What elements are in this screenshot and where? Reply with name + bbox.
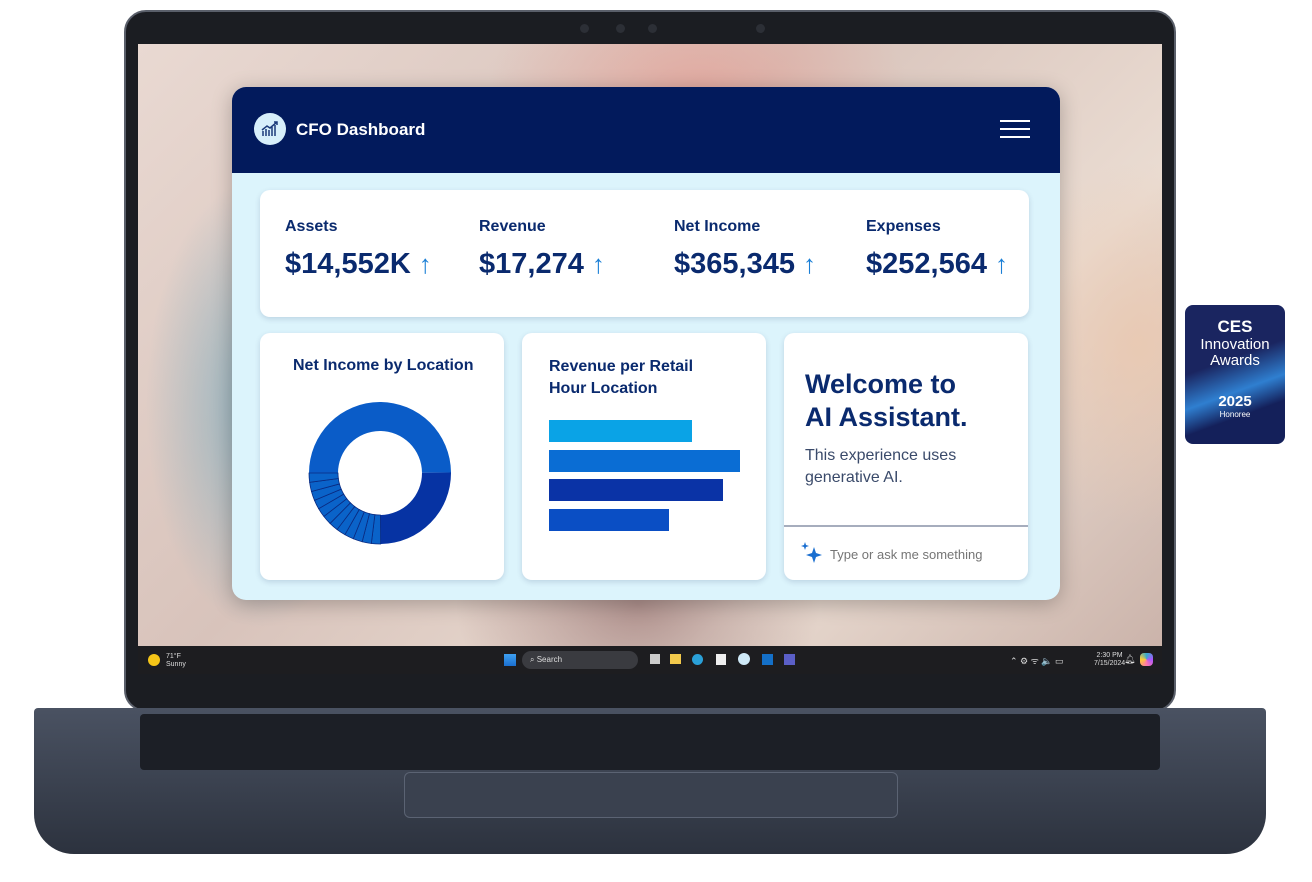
- bell-icon[interactable]: 🔔︎: [1124, 654, 1136, 664]
- system-tray-icons[interactable]: ⌃ ⚙ ᯤ 🔈 ▭: [1010, 656, 1064, 666]
- kpi-revenue: Revenue $17,274 ↑: [479, 218, 605, 280]
- revenue-per-hour-card: Revenue per Retail Hour Location: [522, 333, 766, 580]
- sun-icon: [148, 654, 160, 666]
- webcam: [580, 20, 770, 38]
- copilot-icon[interactable]: [1140, 653, 1153, 666]
- arrow-up-icon: ↑: [591, 249, 605, 279]
- arrow-up-icon: ↑: [418, 249, 432, 279]
- donut-slice: [380, 472, 451, 544]
- edge-icon[interactable]: [692, 654, 703, 665]
- store-icon[interactable]: [716, 654, 726, 665]
- net-income-card: Net Income by Location: [260, 333, 504, 580]
- task-view-icon[interactable]: [650, 654, 660, 664]
- ai-assistant-card: Welcome to AI Assistant. This experience …: [784, 333, 1028, 580]
- donut-chart: [308, 401, 451, 545]
- kpi-net-income: Net Income $365,345 ↑: [674, 218, 816, 280]
- bar-chart: [549, 420, 740, 535]
- keyboard: [140, 714, 1160, 770]
- cfo-dashboard-window: CFO Dashboard Assets $14,552K ↑ Revenue $17…: [232, 87, 1060, 600]
- outlook-icon[interactable]: [762, 654, 773, 665]
- sparkle-icon: [800, 541, 824, 565]
- file-explorer-icon[interactable]: [670, 654, 681, 664]
- donut-slice: [309, 401, 451, 473]
- donut-slice: [308, 472, 339, 483]
- arrow-up-icon: ↑: [802, 249, 816, 279]
- bar: [549, 449, 740, 472]
- hamburger-icon[interactable]: [1000, 120, 1030, 138]
- bar: [549, 420, 693, 442]
- taskbar: 71°F Sunny ⌕ Search ⌃ ⚙ ᯤ 🔈 ▭ 2:30 PM 7/15…: [138, 646, 1162, 674]
- search-box[interactable]: ⌕ Search: [522, 651, 638, 669]
- cfo-dashboard-app-icon[interactable]: [738, 653, 750, 665]
- ces-award-badge: CES Innovation Awards 2025 Honoree: [1185, 305, 1285, 444]
- assistant-input[interactable]: [830, 543, 1010, 565]
- page-title: CFO Dashboard: [296, 120, 426, 139]
- bar: [549, 509, 670, 532]
- touchpad: [404, 772, 898, 818]
- windows-start-icon[interactable]: [504, 654, 516, 666]
- divider: [784, 525, 1028, 527]
- screen: CFO Dashboard Assets $14,552K ↑ Revenue $17…: [138, 44, 1162, 674]
- chart-growth-icon: [254, 113, 286, 145]
- kpi-assets: Assets $14,552K ↑: [285, 218, 432, 280]
- kpi-expenses: Expenses $252,564 ↑: [866, 218, 1008, 280]
- bar: [549, 479, 723, 502]
- teams-icon[interactable]: [784, 654, 795, 665]
- kpi-card: Assets $14,552K ↑ Revenue $17,274 ↑ Net Inco…: [260, 190, 1029, 317]
- arrow-up-icon: ↑: [994, 249, 1008, 279]
- dashboard-header: CFO Dashboard: [232, 87, 1060, 173]
